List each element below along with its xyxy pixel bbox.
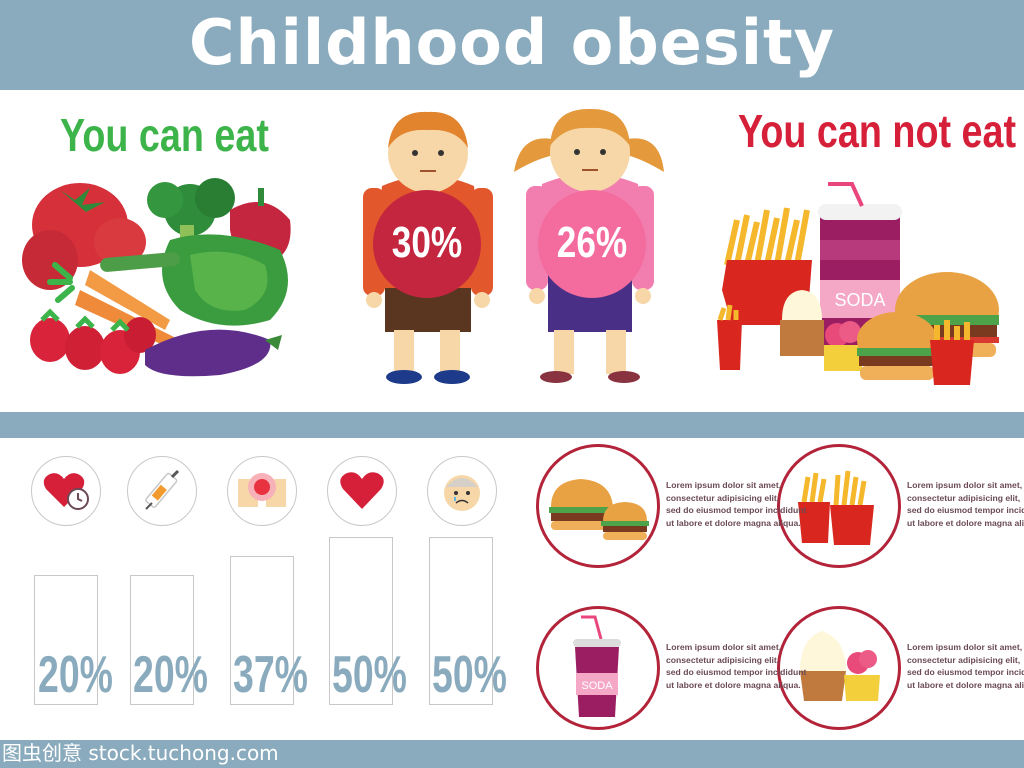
- title-banner: [0, 0, 1024, 90]
- food-description-burger: Lorem ipsum dolor sit amet, consectetur …: [666, 479, 806, 529]
- food-description-soda: Lorem ipsum dolor sit amet, consectetur …: [666, 641, 806, 691]
- girl-belly: [538, 190, 646, 298]
- food-description-cupcake: Lorem ipsum dolor sit amet, consectetur …: [907, 641, 1024, 691]
- sad-face-icon: [444, 475, 480, 511]
- stat-label-4: 50%: [332, 646, 407, 704]
- stat-bar-5: [429, 537, 493, 705]
- text-line: consectetur adipisicing elit,: [907, 654, 1021, 665]
- text-line: ut labore et dolore magna aliqua.: [666, 679, 801, 690]
- stat-label-3: 37%: [233, 646, 308, 704]
- fries-icon: [798, 470, 874, 545]
- text-line: ut labore et dolore magna aliqua.: [907, 679, 1024, 690]
- syringe-icon: [145, 469, 180, 510]
- text-line: Lorem ipsum dolor sit amet,: [907, 642, 1023, 652]
- text-line: Lorem ipsum dolor sit amet,: [907, 480, 1023, 490]
- boy-obesity-percent: 30%: [391, 218, 463, 267]
- junk-food-illustration: SODA: [717, 182, 999, 385]
- food-circle-soda: SODA: [536, 606, 660, 730]
- text-line: sed do eiusmod tempor incididunt: [907, 667, 1024, 677]
- soda-icon-label: SODA: [581, 680, 613, 692]
- cupcake-icon: [800, 631, 880, 701]
- text-line: consectetur adipisicing elit,: [666, 492, 780, 503]
- text-line: sed do eiusmod tempor incididunt: [907, 505, 1024, 515]
- stat-icon-circle-1: [31, 456, 101, 526]
- stat-bar-3: [230, 556, 294, 705]
- soda-icon: SODA: [573, 615, 621, 717]
- boy-belly: [373, 190, 481, 298]
- burger-icon: [549, 479, 649, 540]
- text-line: sed do eiusmod tempor incididunt: [666, 505, 807, 515]
- stat-label-2: 20%: [133, 646, 208, 704]
- food-circle-fries: [777, 444, 901, 568]
- stat-icon-circle-2: [127, 456, 197, 526]
- text-line: ut labore et dolore magna aliqua.: [907, 517, 1024, 528]
- text-line: Lorem ipsum dolor sit amet,: [666, 642, 782, 652]
- text-line: consectetur adipisicing elit,: [907, 492, 1021, 503]
- stat-icon-circle-5: [427, 456, 497, 526]
- stat-icon-circle-4: [327, 456, 397, 526]
- girl-obesity-percent: 26%: [556, 218, 628, 267]
- food-description-fries: Lorem ipsum dolor sit amet, consectetur …: [907, 479, 1024, 529]
- footer-band: [0, 740, 1024, 768]
- text-line: Lorem ipsum dolor sit amet,: [666, 480, 782, 490]
- stat-label-5: 50%: [432, 646, 507, 704]
- food-circle-burger: [536, 444, 660, 568]
- vegetables-illustration: [22, 178, 291, 377]
- stat-label-1: 20%: [38, 646, 113, 704]
- text-line: sed do eiusmod tempor incididunt: [666, 667, 807, 677]
- watermark-text: 图虫创意 stock.tuchong.com: [2, 741, 279, 765]
- stat-icon-circle-3: [227, 456, 297, 526]
- divider-band: [0, 412, 1024, 438]
- page-title: Childhood obesity: [188, 6, 836, 79]
- stat-bar-4: [329, 537, 393, 705]
- stat-bar-1: [34, 575, 98, 705]
- stat-bar-2: [130, 575, 194, 705]
- text-line: ut labore et dolore magna aliqua.: [666, 517, 801, 528]
- soda-cup-label: SODA: [834, 290, 885, 310]
- can-not-eat-heading: You can not eat: [738, 105, 1017, 157]
- food-circle-cupcake: [777, 606, 901, 730]
- heart-clock-icon: [43, 473, 89, 510]
- pain-spot-icon: [238, 473, 286, 507]
- can-eat-heading: You can eat: [60, 109, 269, 161]
- text-line: consectetur adipisicing elit,: [666, 654, 780, 665]
- heart-icon: [340, 472, 384, 509]
